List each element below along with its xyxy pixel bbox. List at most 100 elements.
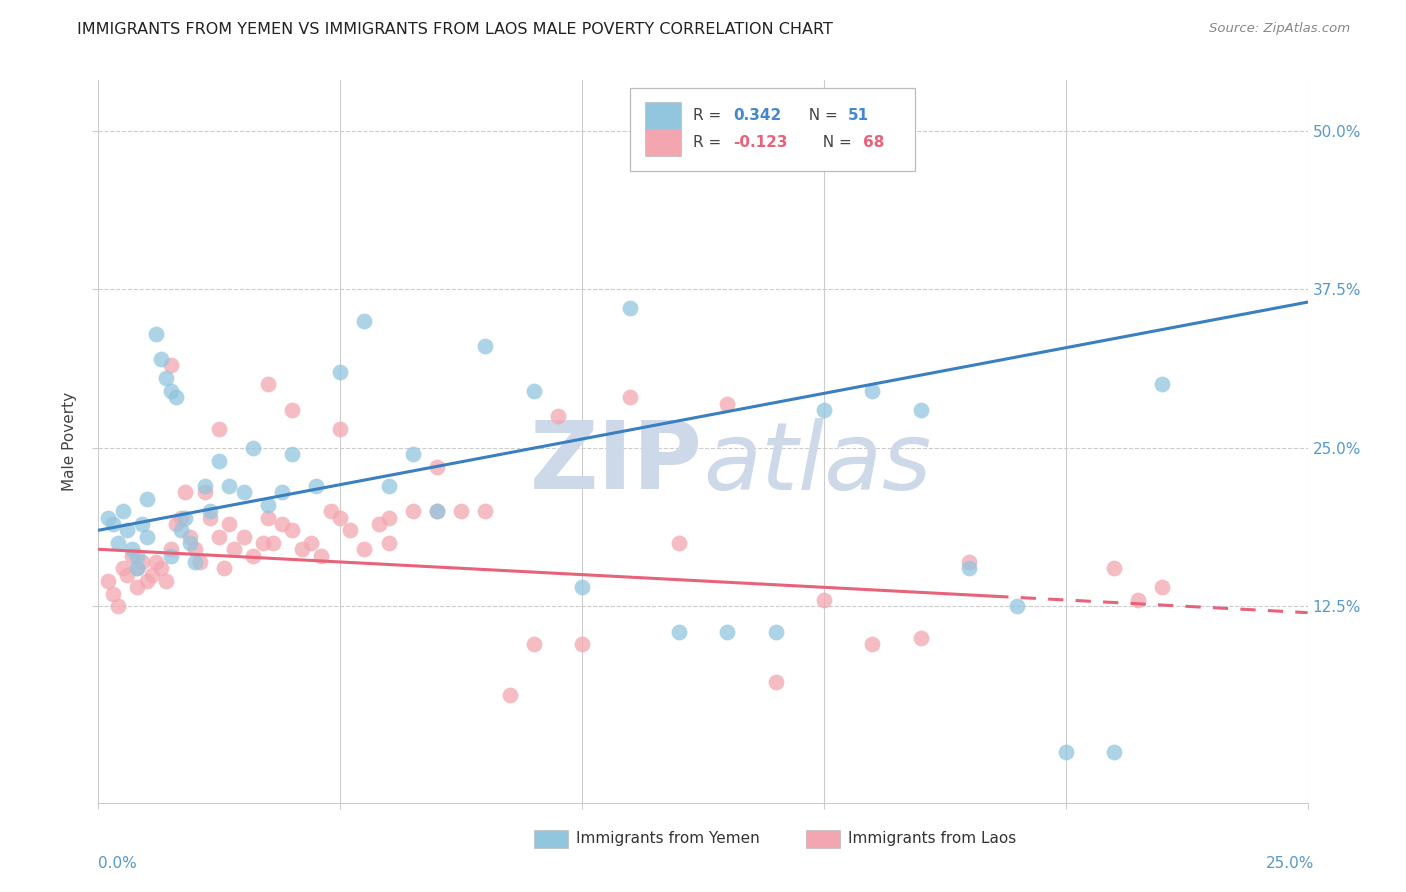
Point xyxy=(498,688,520,702)
Point xyxy=(860,637,883,651)
Point xyxy=(184,542,207,557)
Point xyxy=(1152,377,1174,392)
Point xyxy=(299,536,322,550)
Point xyxy=(329,510,352,524)
Point xyxy=(121,549,143,563)
Bar xyxy=(806,830,839,847)
Text: 0.342: 0.342 xyxy=(734,108,782,123)
Point xyxy=(117,523,139,537)
Point xyxy=(127,561,149,575)
Point xyxy=(150,352,173,367)
Point xyxy=(194,485,217,500)
Bar xyxy=(645,102,682,129)
Point xyxy=(668,624,690,639)
Point xyxy=(127,561,149,575)
Point xyxy=(329,422,352,436)
Point xyxy=(256,510,278,524)
Text: 25.0%: 25.0% xyxy=(1267,856,1315,871)
Point xyxy=(716,396,738,410)
Point xyxy=(135,574,157,588)
Point xyxy=(957,561,980,575)
Point xyxy=(208,530,231,544)
Point xyxy=(571,580,593,594)
Point xyxy=(290,542,312,557)
Point xyxy=(174,510,197,524)
Point xyxy=(426,504,449,518)
Point xyxy=(208,453,231,467)
Point xyxy=(212,561,235,575)
Point xyxy=(353,542,375,557)
Point xyxy=(377,510,399,524)
Point xyxy=(1152,580,1174,594)
Point xyxy=(208,422,231,436)
Point xyxy=(174,485,197,500)
Bar xyxy=(645,128,682,156)
Point xyxy=(218,479,240,493)
Point xyxy=(256,377,278,392)
Point xyxy=(127,549,149,563)
Point xyxy=(813,593,835,607)
Point xyxy=(141,567,163,582)
Text: 0.0%: 0.0% xyxy=(98,856,138,871)
Point xyxy=(160,359,183,373)
Point xyxy=(957,555,980,569)
Point xyxy=(1102,561,1125,575)
Point xyxy=(1007,599,1029,614)
Point xyxy=(353,314,375,328)
Point xyxy=(474,339,496,353)
Text: ZIP: ZIP xyxy=(530,417,703,509)
Point xyxy=(117,567,139,582)
Point xyxy=(232,485,254,500)
Point xyxy=(450,504,472,518)
Point xyxy=(281,523,304,537)
Text: -0.123: -0.123 xyxy=(734,135,787,150)
Text: atlas: atlas xyxy=(703,417,931,508)
Point xyxy=(1054,745,1077,759)
Point xyxy=(131,555,153,569)
Point xyxy=(910,631,932,645)
Point xyxy=(619,390,641,404)
Point xyxy=(194,479,217,493)
Point xyxy=(145,555,167,569)
Point xyxy=(242,441,264,455)
Point xyxy=(426,459,449,474)
Point xyxy=(184,555,207,569)
Text: 68: 68 xyxy=(863,135,884,150)
Point xyxy=(571,637,593,651)
Point xyxy=(188,555,211,569)
Point xyxy=(155,371,177,385)
Point xyxy=(179,536,201,550)
Text: N =: N = xyxy=(813,135,856,150)
Point xyxy=(329,365,352,379)
Point xyxy=(150,561,173,575)
Point xyxy=(256,498,278,512)
Bar xyxy=(534,830,568,847)
Point xyxy=(281,447,304,461)
Point xyxy=(111,504,134,518)
Point xyxy=(169,510,191,524)
Point xyxy=(377,479,399,493)
Point xyxy=(262,536,284,550)
Point xyxy=(97,510,120,524)
Text: Immigrants from Laos: Immigrants from Laos xyxy=(848,831,1017,847)
Point xyxy=(242,549,264,563)
Point xyxy=(198,504,221,518)
Text: 51: 51 xyxy=(848,108,869,123)
Point xyxy=(765,624,787,639)
Point xyxy=(135,530,157,544)
Point xyxy=(127,580,149,594)
Point xyxy=(402,504,425,518)
Point xyxy=(131,516,153,531)
Point xyxy=(271,516,294,531)
Text: Immigrants from Yemen: Immigrants from Yemen xyxy=(576,831,759,847)
Y-axis label: Male Poverty: Male Poverty xyxy=(62,392,77,491)
Point xyxy=(377,536,399,550)
Point xyxy=(716,624,738,639)
Point xyxy=(101,516,124,531)
Point xyxy=(523,637,546,651)
Point xyxy=(165,390,187,404)
Point xyxy=(1128,593,1150,607)
Point xyxy=(198,510,221,524)
Point xyxy=(145,326,167,341)
Point xyxy=(160,549,183,563)
